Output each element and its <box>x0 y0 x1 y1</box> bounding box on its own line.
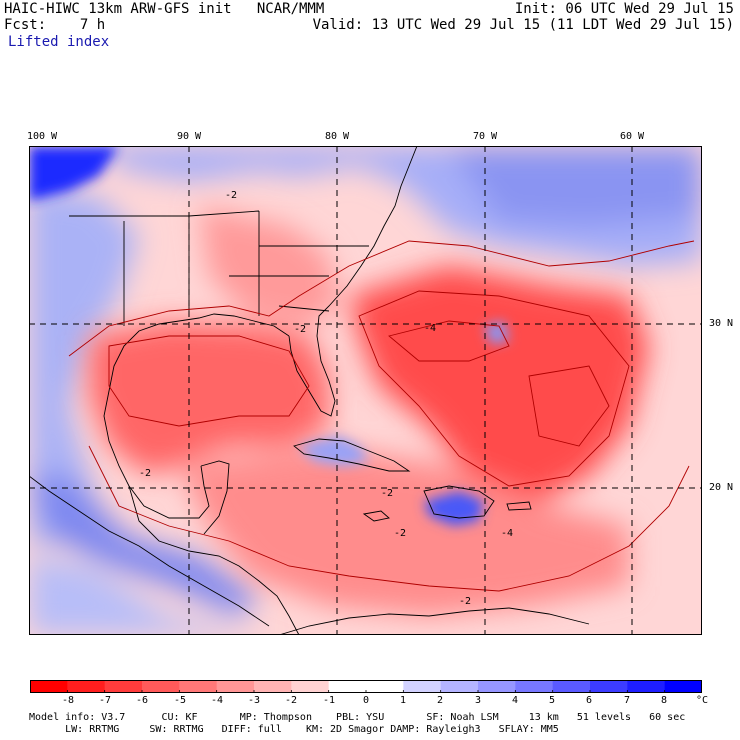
stable-region-atlantic-north <box>449 146 702 226</box>
scale-swatch <box>30 680 68 693</box>
coastline-jamaica <box>362 510 390 522</box>
forecast-hour: Fcst: 7 h <box>4 17 106 33</box>
scale-label: 8 <box>660 695 668 706</box>
plot-title: HAIC-HIWC 13km ARW-GFS init NCAR/MMM <box>4 1 325 17</box>
contour-label: -2 <box>459 596 471 607</box>
coastline-pacific <box>29 475 270 627</box>
color-scale <box>30 680 702 693</box>
scale-label: 3 <box>474 695 482 706</box>
coastline-hispaniola <box>423 485 495 519</box>
model-info-line2: LW: RRTMG SW: RRTMG DIFF: full KM: 2D Sm… <box>29 724 559 735</box>
lon-label-70w: 70 W <box>472 131 498 142</box>
contour-label: -2 <box>294 324 306 335</box>
lon-label-60w: 60 W <box>619 131 645 142</box>
coastline-gulf <box>103 313 290 519</box>
model-info-line1: Model info: V3.7 CU: KF MP: Thompson PBL… <box>29 712 686 723</box>
coastline-puerto-rico <box>506 501 532 511</box>
scale-swatch <box>366 680 404 693</box>
scale-label: 0 <box>362 695 370 706</box>
lat-label-30n: 30 N <box>709 318 734 329</box>
scale-label: 4 <box>511 695 519 706</box>
lon-label-90w: 90 W <box>176 131 202 142</box>
unstable-region-atlantic <box>349 266 649 506</box>
stable-region-west <box>29 186 139 546</box>
scale-label: -1 <box>322 695 336 706</box>
lon-label-80w: 80 W <box>324 131 350 142</box>
scale-swatch <box>67 680 106 693</box>
unstable-region-gulf <box>89 321 329 476</box>
scale-swatch <box>552 680 591 693</box>
scale-swatch <box>664 680 702 693</box>
stable-spot-bermuda <box>484 321 509 344</box>
scale-label: 5 <box>548 695 556 706</box>
contour-minus6-atlantic <box>388 320 510 362</box>
scale-swatch <box>328 680 367 693</box>
scale-swatch <box>515 680 554 693</box>
unstable-region-southeast <box>199 206 339 326</box>
stable-core-northwest <box>29 146 119 201</box>
unstable-region-caribbean <box>179 446 629 616</box>
scale-swatch <box>291 680 330 693</box>
scale-label: 1 <box>399 695 407 706</box>
scale-swatch <box>142 680 180 693</box>
stable-region-pacific <box>29 556 269 635</box>
contour-label: -2 <box>394 528 406 539</box>
scale-label: -7 <box>98 695 112 706</box>
scale-swatch <box>590 680 628 693</box>
contour-minus2-south <box>88 445 690 592</box>
contour-lines <box>68 240 695 592</box>
init-time: Init: 06 UTC Wed 29 Jul 15 <box>514 1 734 17</box>
contour-label: -2 <box>381 488 393 499</box>
scale-label: -4 <box>210 695 224 706</box>
coastline-south-america <box>278 607 590 635</box>
lon-label-100w: 100 W <box>26 131 58 142</box>
scale-swatch <box>627 680 666 693</box>
graticule <box>29 146 702 635</box>
contour-minus4-atlantic <box>358 290 630 487</box>
scale-swatch <box>403 680 442 693</box>
scale-swatch <box>440 680 479 693</box>
contour-label: -2 <box>225 190 237 201</box>
contour-label: -4 <box>424 323 436 334</box>
scale-swatch <box>254 680 292 693</box>
stable-region-central-america <box>29 476 259 616</box>
coastlines <box>29 146 590 635</box>
valid-time: Valid: 13 UTC Wed 29 Jul 15 (11 LDT Wed … <box>312 17 734 33</box>
lat-label-20n: 20 N <box>709 482 734 493</box>
coastline-central-america <box>128 485 300 635</box>
scale-label: -8 <box>61 695 75 706</box>
scale-swatch <box>179 680 218 693</box>
scale-label: -3 <box>247 695 261 706</box>
contour-label: -4 <box>501 528 513 539</box>
coastline-us-east <box>288 146 418 417</box>
contour-label: -2 <box>139 468 151 479</box>
coastline-yucatan <box>200 460 230 535</box>
scale-swatch <box>216 680 255 693</box>
scale-label: -6 <box>135 695 149 706</box>
scale-label: -5 <box>173 695 187 706</box>
contour-minus6-east <box>528 365 610 447</box>
scale-unit: °C <box>695 695 709 706</box>
stable-spot-cuba <box>299 436 369 466</box>
state-borders <box>69 210 369 326</box>
coastline-cuba <box>293 438 411 472</box>
contour-minus4-gulf <box>108 335 310 427</box>
field-name: Lifted index <box>8 34 110 50</box>
scale-swatch <box>478 680 516 693</box>
lifted-index-map: -2 -2 -2 -4 -2 -4 -2 -2 <box>29 146 702 635</box>
scale-label: 7 <box>623 695 631 706</box>
contour-minus2-outer <box>68 240 695 357</box>
scale-swatch <box>104 680 143 693</box>
scale-label: 2 <box>436 695 444 706</box>
scale-label: 6 <box>585 695 593 706</box>
map-frame <box>29 146 702 635</box>
scale-label: -2 <box>284 695 298 706</box>
